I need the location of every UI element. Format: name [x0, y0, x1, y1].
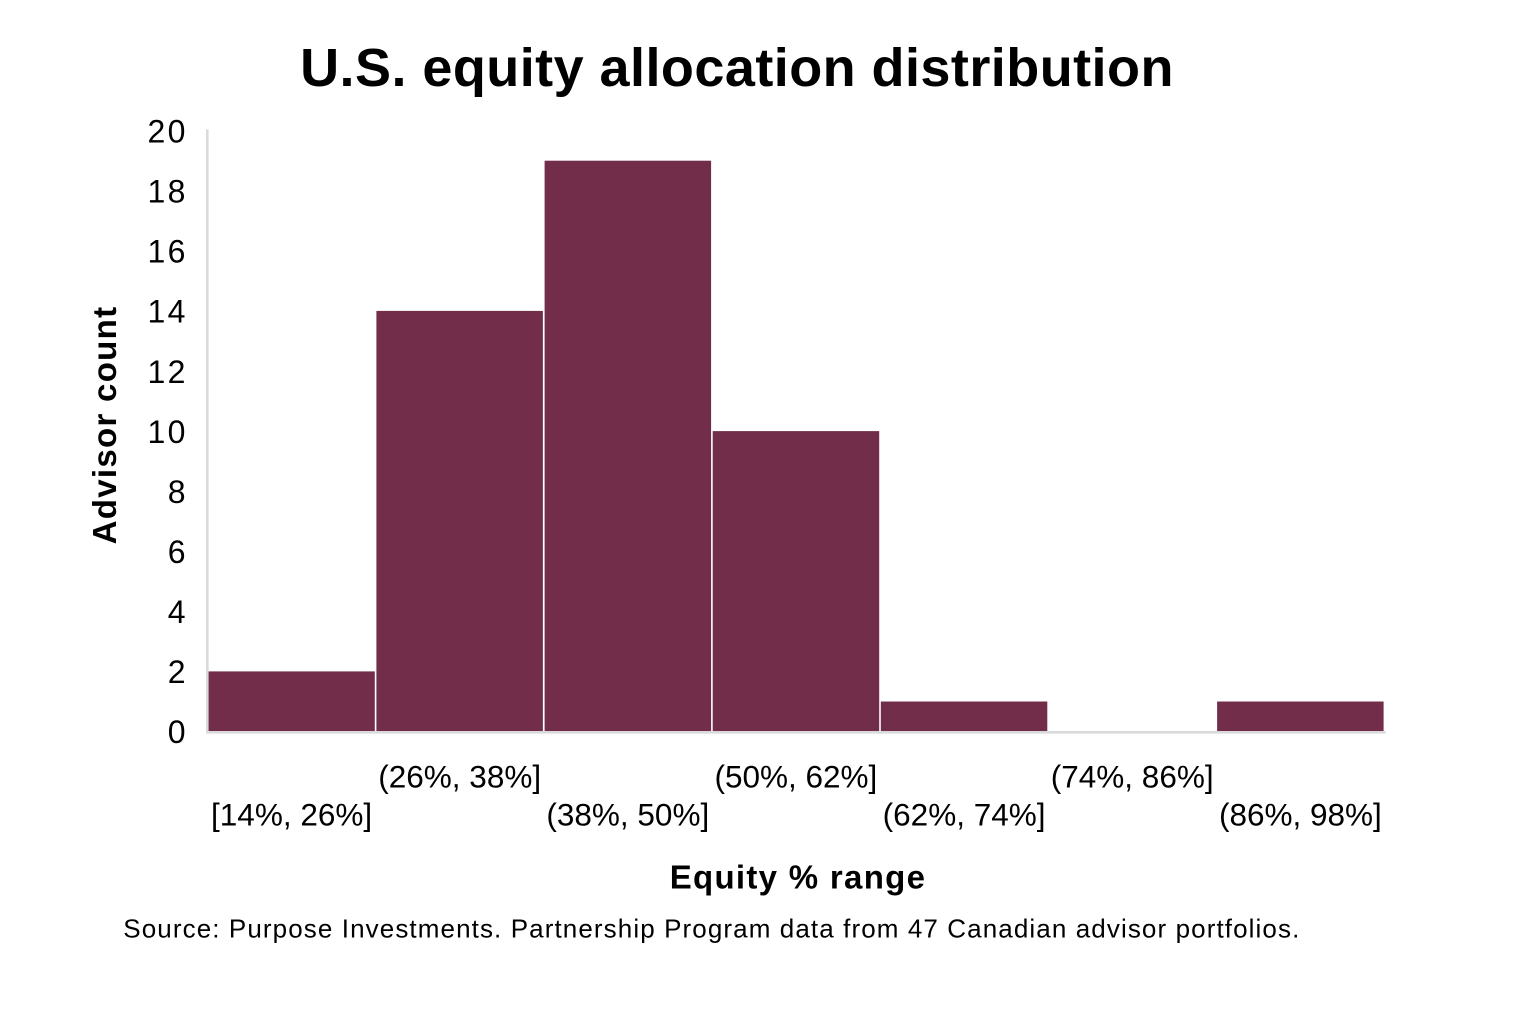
- svg-text:16: 16: [147, 234, 187, 270]
- svg-text:[14%, 26%]: [14%, 26%]: [211, 797, 372, 833]
- svg-text:Advisor count: Advisor count: [86, 306, 123, 545]
- svg-text:(50%, 62%]: (50%, 62%]: [714, 759, 877, 795]
- svg-text:6: 6: [168, 534, 188, 570]
- svg-text:(62%, 74%]: (62%, 74%]: [883, 797, 1046, 833]
- svg-text:0: 0: [168, 714, 188, 750]
- svg-text:(38%, 50%]: (38%, 50%]: [546, 797, 709, 833]
- svg-text:20: 20: [147, 113, 187, 149]
- svg-text:(74%, 86%]: (74%, 86%]: [1051, 759, 1214, 795]
- svg-text:Equity % range: Equity % range: [670, 859, 927, 896]
- svg-text:2: 2: [168, 654, 188, 690]
- svg-text:8: 8: [168, 474, 188, 510]
- svg-text:10: 10: [147, 414, 187, 450]
- svg-text:(86%, 98%]: (86%, 98%]: [1219, 797, 1382, 833]
- svg-text:Source: Purpose Investments. P: Source: Purpose Investments. Partnership…: [123, 914, 1300, 944]
- svg-text:(26%, 38%]: (26%, 38%]: [378, 759, 541, 795]
- svg-text:4: 4: [168, 594, 188, 630]
- svg-text:18: 18: [147, 174, 187, 210]
- svg-text:U.S. equity allocation distrib: U.S. equity allocation distribution: [300, 38, 1174, 98]
- svg-text:14: 14: [147, 294, 187, 330]
- svg-text:12: 12: [147, 354, 187, 390]
